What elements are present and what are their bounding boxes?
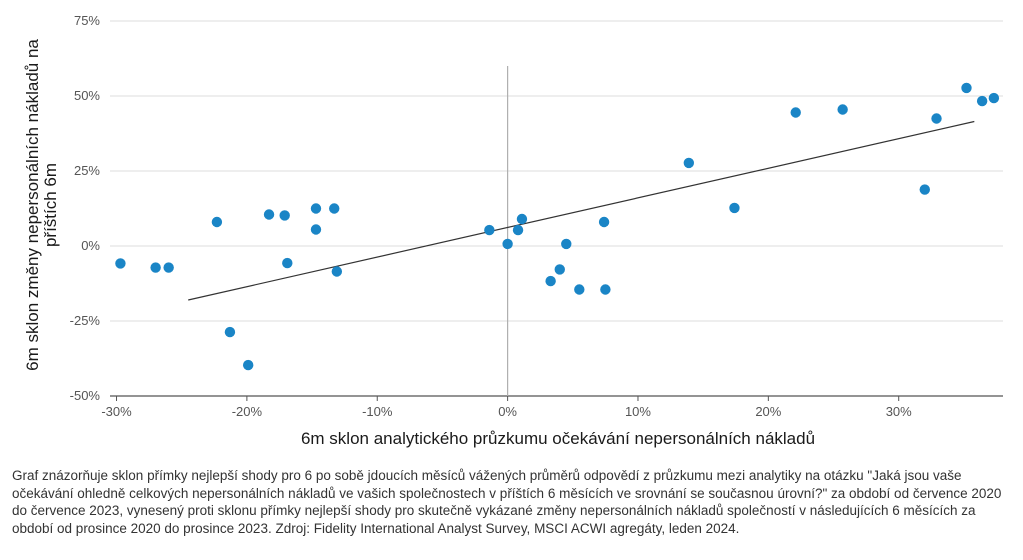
scatter-chart: -50% -25% 0% 25% 50% 75% -30% -20% -10% 0% 10% 20%… <box>23 13 1003 448</box>
y-axis-label-line-1: 6m sklon změny nepersonálních nákladů na <box>23 39 42 371</box>
data-point <box>837 104 848 115</box>
y-axis-label-line-2: příštích 6m <box>41 163 60 247</box>
data-point <box>729 202 740 214</box>
x-tick-label: 20% <box>755 404 781 419</box>
y-tick-labels: -50% -25% 0% 25% 50% 75% <box>70 13 101 403</box>
data-point <box>545 275 556 287</box>
data-point <box>224 326 236 338</box>
y-tick-label: 50% <box>74 88 100 103</box>
data-point <box>282 257 293 269</box>
data-point <box>683 157 695 169</box>
y-tick-label: 0% <box>81 238 100 253</box>
data-point <box>502 238 513 250</box>
x-tick-label: -30% <box>101 404 132 419</box>
data-point <box>211 216 223 228</box>
data-point <box>554 264 565 275</box>
y-gridlines <box>110 20 1003 397</box>
data-points <box>115 82 1000 371</box>
y-tick-label: 25% <box>74 163 100 178</box>
data-point <box>561 238 572 250</box>
y-tick-label: -25% <box>70 313 101 328</box>
data-point <box>484 224 495 236</box>
chart-caption: Graf znázorňuje sklon přímky nejlepší sh… <box>12 468 1002 536</box>
data-point <box>279 210 290 221</box>
data-point <box>263 209 275 220</box>
y-tick-label: 75% <box>74 13 100 28</box>
data-point <box>310 224 322 235</box>
data-point <box>163 262 174 273</box>
data-point <box>790 107 801 118</box>
x-axis-label: 6m sklon analytického průzkumu očekávání… <box>301 429 815 448</box>
x-tick-label: 0% <box>498 404 517 419</box>
data-point <box>242 359 254 371</box>
data-point <box>329 203 340 214</box>
trendline <box>188 120 975 301</box>
data-point <box>961 82 972 94</box>
data-point <box>115 258 126 269</box>
trendline-group <box>188 120 975 301</box>
data-point <box>919 184 930 195</box>
data-point <box>931 113 942 124</box>
data-point <box>310 203 322 214</box>
y-tick-label: -50% <box>70 388 101 403</box>
data-point <box>598 216 610 228</box>
data-point <box>150 262 161 273</box>
x-tick-label: -20% <box>232 404 263 419</box>
data-point <box>516 213 528 225</box>
data-point <box>512 224 524 236</box>
data-point <box>976 95 988 107</box>
x-tick-label: 10% <box>625 404 651 419</box>
x-tick-label: 30% <box>886 404 912 419</box>
x-tick-labels: -30% -20% -10% 0% 10% 20% 30% <box>101 396 912 419</box>
y-axis-label: 6m sklon změny nepersonálních nákladů na… <box>23 39 60 371</box>
x-tick-label: -10% <box>362 404 393 419</box>
data-point <box>600 284 611 295</box>
data-point <box>331 266 343 277</box>
data-point <box>988 92 1000 104</box>
data-point <box>574 284 585 295</box>
